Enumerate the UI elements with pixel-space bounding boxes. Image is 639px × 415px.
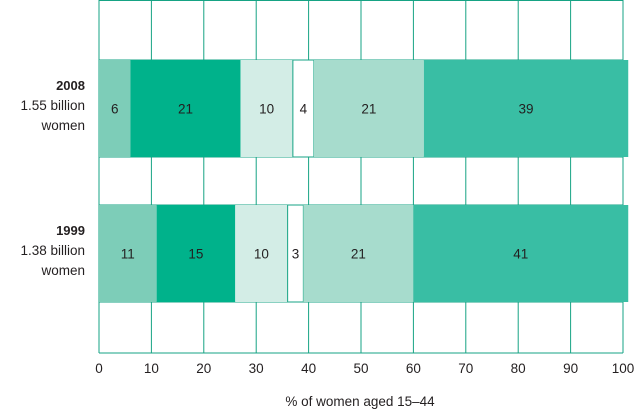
bar-segment (413, 205, 629, 302)
x-tick-label: 10 (144, 361, 159, 376)
bar-segment-label: 10 (259, 102, 274, 117)
bar-segment-label: 39 (519, 102, 534, 117)
bar-segment (303, 205, 414, 302)
bar-segment (313, 60, 424, 157)
x-tick-label: 40 (301, 361, 316, 376)
x-tick-label: 90 (563, 361, 578, 376)
x-tick-label: 70 (458, 361, 473, 376)
bars: 6 21 10 4 21 39 11 15 10 3 21 41 (99, 59, 629, 303)
x-tick-label: 100 (612, 361, 635, 376)
bar-segment-label: 6 (111, 102, 119, 117)
bar-segment-label: 15 (188, 247, 203, 262)
bar-segment-label: 11 (121, 247, 135, 262)
category-labels: 2008 1.55 billion women 1999 1.38 billion wom… (20, 78, 85, 278)
bar-segment-label: 21 (178, 102, 193, 117)
bar-segment-label: 3 (292, 247, 300, 262)
bar-segment-label: 4 (300, 102, 308, 117)
bar-segment (99, 205, 157, 302)
bar-segment-label: 41 (513, 247, 528, 262)
category-subtitle: women (40, 118, 85, 133)
category-subtitle: 1.38 billion (20, 243, 85, 258)
bar-segment-label: 10 (254, 247, 269, 262)
bar-segment (423, 60, 629, 157)
x-axis-label: % of women aged 15–44 (285, 394, 435, 409)
x-tick-label: 0 (95, 361, 103, 376)
bar-segment-label: 21 (351, 247, 366, 262)
category-title: 2008 (56, 78, 85, 93)
bar-segment (235, 205, 288, 302)
x-tick-label: 80 (511, 361, 526, 376)
bar-segment (156, 205, 236, 302)
bar-segment (99, 60, 131, 157)
category-subtitle: 1.55 billion (20, 98, 85, 113)
bar-segment-label: 21 (361, 102, 376, 117)
x-tick-label: 30 (249, 361, 264, 376)
category-subtitle: women (40, 263, 85, 278)
category-title: 1999 (56, 223, 85, 238)
x-tick-label: 50 (353, 361, 368, 376)
bar-segment (130, 60, 241, 157)
bar-segment (240, 60, 293, 157)
x-tick-label: 20 (196, 361, 211, 376)
x-tick-label: 60 (406, 361, 421, 376)
x-axis-ticks: 0 10 20 30 40 50 60 70 80 90 100 (95, 361, 634, 376)
